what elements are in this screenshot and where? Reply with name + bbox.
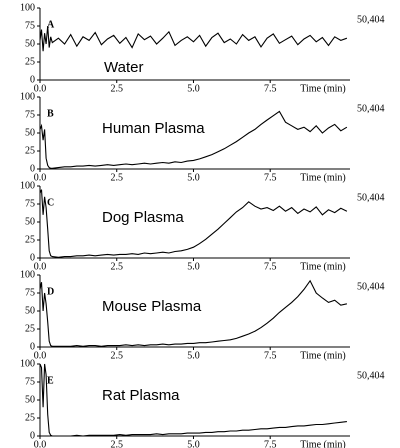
annotation: 50,404 [357, 370, 385, 381]
panel-letter: D [47, 286, 54, 297]
x-tick-label: 7.5 [264, 261, 277, 272]
panel-title: Rat Plasma [102, 387, 180, 404]
annotation: 50,404 [357, 281, 385, 292]
x-axis-label: Time (min) [300, 350, 345, 361]
x-tick-label: 5.0 [187, 350, 200, 361]
trace [39, 189, 348, 258]
y-tick-label: 25 [25, 56, 35, 67]
trace [39, 25, 348, 52]
y-tick-label: 50 [25, 216, 35, 227]
panel-title: Human Plasma [102, 120, 205, 137]
panel-title: Water [104, 59, 143, 76]
panel-letter: A [47, 19, 55, 30]
y-tick-label: 100 [20, 91, 35, 102]
y-tick-label: 75 [25, 376, 35, 387]
y-tick-label: 50 [25, 38, 35, 49]
trace [39, 363, 347, 437]
x-tick-label: 2.5 [110, 83, 123, 94]
y-tick-label: 50 [25, 394, 35, 405]
annotation: 50,404 [357, 14, 385, 25]
trace [39, 279, 348, 347]
x-axis-label: Time (min) [300, 439, 345, 448]
x-tick-label: 5.0 [187, 439, 200, 448]
x-tick-label: 0.0 [34, 439, 47, 448]
y-tick-label: 75 [25, 287, 35, 298]
trace [39, 110, 348, 169]
x-tick-label: 0.0 [34, 83, 47, 94]
y-tick-label: 25 [25, 323, 35, 334]
y-tick-label: 0 [30, 341, 35, 352]
y-tick-label: 100 [20, 269, 35, 280]
y-tick-label: 50 [25, 305, 35, 316]
y-tick-label: 75 [25, 109, 35, 120]
annotation: 50,404 [357, 192, 385, 203]
panel-title: Mouse Plasma [102, 298, 202, 315]
x-axis-label: Time (min) [300, 172, 345, 183]
x-tick-label: 2.5 [110, 172, 123, 183]
y-tick-label: 100 [20, 358, 35, 369]
x-tick-label: 7.5 [264, 439, 277, 448]
x-tick-label: 0.0 [34, 261, 47, 272]
panel-letter: E [47, 375, 54, 386]
y-tick-label: 25 [25, 412, 35, 423]
annotation: 50,404 [357, 103, 385, 114]
x-tick-label: 2.5 [110, 439, 123, 448]
x-tick-label: 5.0 [187, 83, 200, 94]
y-tick-label: 100 [20, 2, 35, 13]
x-tick-label: 7.5 [264, 172, 277, 183]
y-tick-label: 75 [25, 198, 35, 209]
x-tick-label: 0.0 [34, 350, 47, 361]
x-tick-label: 7.5 [264, 350, 277, 361]
y-tick-label: 25 [25, 234, 35, 245]
x-tick-label: 2.5 [110, 261, 123, 272]
x-tick-label: 2.5 [110, 350, 123, 361]
panel-title: Dog Plasma [102, 209, 184, 226]
y-tick-label: 100 [20, 180, 35, 191]
y-tick-label: 0 [30, 74, 35, 85]
x-tick-label: 7.5 [264, 83, 277, 94]
panel-letter: B [47, 108, 54, 119]
y-tick-label: 0 [30, 252, 35, 263]
x-tick-label: 0.0 [34, 172, 47, 183]
y-tick-label: 75 [25, 20, 35, 31]
x-axis-label: Time (min) [300, 261, 345, 272]
y-tick-label: 25 [25, 145, 35, 156]
y-tick-label: 50 [25, 127, 35, 138]
y-tick-label: 0 [30, 430, 35, 441]
x-tick-label: 5.0 [187, 172, 200, 183]
x-axis-label: Time (min) [300, 83, 345, 94]
y-tick-label: 0 [30, 163, 35, 174]
x-tick-label: 5.0 [187, 261, 200, 272]
panel-letter: C [47, 197, 54, 208]
